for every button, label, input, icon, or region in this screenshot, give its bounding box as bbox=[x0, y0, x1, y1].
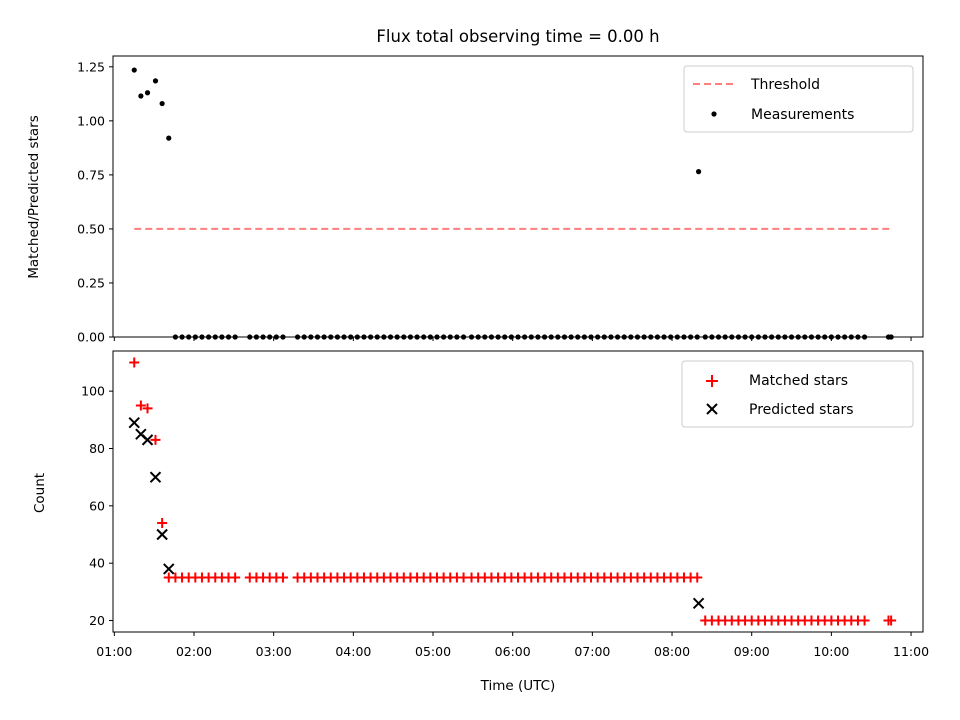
x-tick-label: 01:00 bbox=[96, 644, 132, 659]
bottom-legend: Matched stars Predicted stars bbox=[681, 360, 914, 428]
bottom-plot-frame bbox=[112, 350, 924, 633]
matched-point bbox=[859, 615, 870, 626]
x-tick-label: 03:00 bbox=[256, 644, 292, 659]
x-tick-label: 05:00 bbox=[415, 644, 451, 659]
measurement-point bbox=[144, 90, 151, 96]
x-tick-label: 09:00 bbox=[734, 644, 770, 659]
bottom-legend-box bbox=[681, 360, 914, 428]
top-x-ticks bbox=[113, 337, 912, 341]
bottom-x-ticks: 01:00 02:00 03:00 04:00 05:00 06:00 07:00 08:00… bbox=[96, 632, 929, 659]
legend-predicted-label: Predicted stars bbox=[749, 402, 854, 418]
legend-threshold-label: Threshold bbox=[750, 77, 820, 93]
matched-point bbox=[692, 572, 703, 583]
y-tick-label: 0.50 bbox=[77, 221, 105, 236]
measurement-point bbox=[695, 169, 702, 175]
legend-measurements-label: Measurements bbox=[751, 107, 854, 123]
legend-matched-label: Matched stars bbox=[749, 373, 848, 389]
top-legend: Threshold Measurements bbox=[683, 65, 914, 133]
predicted-point bbox=[156, 528, 168, 541]
matched-point bbox=[135, 400, 146, 411]
bottom-panel: 01:00 02:00 03:00 04:00 05:00 06:00 07:00 08:00… bbox=[32, 350, 929, 694]
predicted-point bbox=[149, 471, 162, 483]
x-tick-label: 04:00 bbox=[335, 644, 371, 659]
predicted-point bbox=[163, 563, 175, 575]
matched-point bbox=[150, 434, 161, 445]
top-y-ticks: 0.00 0.25 0.50 0.75 1.00 1.25 bbox=[77, 59, 113, 345]
legend-matched-swatch bbox=[706, 375, 718, 387]
measurement-point bbox=[159, 100, 165, 107]
matched-point bbox=[886, 615, 897, 626]
legend-measurements-swatch bbox=[711, 111, 717, 117]
matched-point bbox=[129, 357, 140, 368]
top-legend-box bbox=[683, 65, 914, 133]
y-tick-label: 20 bbox=[89, 613, 105, 628]
y-tick-label: 80 bbox=[89, 441, 105, 456]
x-tick-label: 02:00 bbox=[176, 644, 212, 659]
y-tick-label: 100 bbox=[81, 384, 105, 399]
top-plot-frame bbox=[112, 55, 924, 338]
x-tick-label: 07:00 bbox=[574, 644, 610, 659]
bottom-x-axis-label: Time (UTC) bbox=[480, 678, 556, 694]
matched-point bbox=[277, 572, 288, 583]
y-tick-label: 0.00 bbox=[77, 330, 105, 345]
chart-title: Flux total observing time = 0.00 h bbox=[376, 27, 659, 46]
y-tick-label: 1.00 bbox=[77, 113, 105, 128]
y-tick-label: 1.25 bbox=[77, 59, 105, 74]
x-tick-label: 06:00 bbox=[495, 644, 531, 659]
matched-point bbox=[142, 403, 153, 414]
matched-point bbox=[157, 518, 168, 529]
y-tick-label: 60 bbox=[89, 498, 105, 513]
top-panel: 0.00 0.25 0.50 0.75 1.00 1.25 Matched/Predict… bbox=[26, 55, 924, 345]
bottom-points-layer bbox=[128, 357, 897, 626]
x-tick-label: 11:00 bbox=[893, 644, 929, 659]
legend-predicted-swatch bbox=[706, 403, 718, 415]
measurement-point bbox=[138, 93, 144, 99]
predicted-point bbox=[128, 416, 140, 429]
predicted-point bbox=[692, 597, 705, 610]
bottom-y-ticks: 20 40 60 80 100 bbox=[81, 384, 113, 628]
bottom-y-axis-label: Count bbox=[32, 473, 48, 513]
predicted-point bbox=[141, 434, 154, 446]
measurement-point bbox=[131, 67, 137, 73]
y-tick-label: 40 bbox=[89, 556, 105, 571]
x-tick-label: 10:00 bbox=[813, 644, 849, 659]
x-tick-label: 08:00 bbox=[654, 644, 690, 659]
matched-point bbox=[230, 572, 241, 583]
measurement-point bbox=[166, 135, 172, 141]
top-y-axis-label: Matched/Predicted stars bbox=[26, 115, 42, 278]
y-tick-label: 0.75 bbox=[77, 167, 105, 182]
y-tick-label: 0.25 bbox=[77, 275, 105, 290]
measurement-point bbox=[152, 78, 159, 84]
